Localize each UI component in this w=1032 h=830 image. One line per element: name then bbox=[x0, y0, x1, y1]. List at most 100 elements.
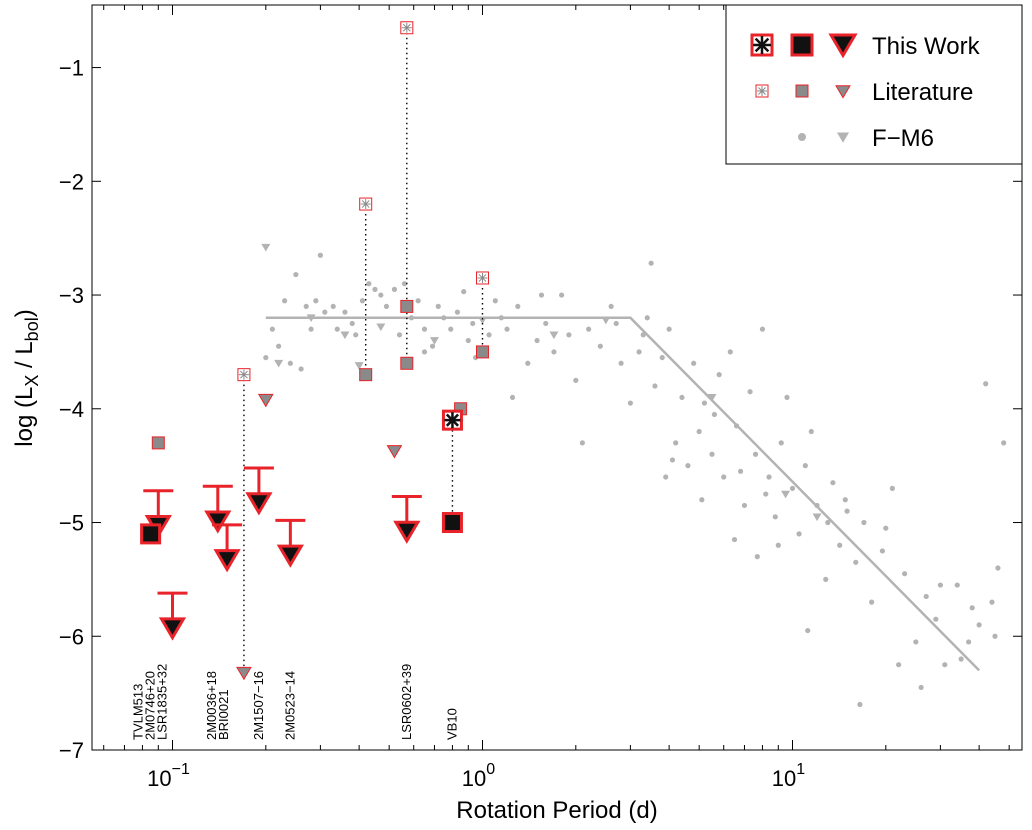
y-axis-title: log (LX / Lbol) bbox=[11, 309, 42, 446]
fm6-point bbox=[618, 360, 624, 366]
fm6-point bbox=[857, 701, 863, 708]
legend-this-asterisk bbox=[753, 36, 771, 54]
fm6-point bbox=[378, 292, 384, 298]
fm6-upper-limit bbox=[781, 490, 791, 499]
fm6-point bbox=[837, 542, 843, 548]
literature-asterisk-stroke bbox=[402, 23, 411, 32]
fm6-point bbox=[673, 440, 679, 446]
legend-label: Literature bbox=[872, 79, 973, 106]
fm6-upper-limit bbox=[274, 359, 284, 368]
literature-square bbox=[359, 368, 373, 382]
fm6-point bbox=[448, 326, 454, 332]
fm6-point bbox=[830, 480, 836, 486]
fit-line-layer bbox=[265, 316, 981, 672]
fm6-point bbox=[276, 343, 282, 349]
fm6-point bbox=[752, 451, 759, 457]
fm6-point bbox=[461, 289, 467, 295]
fm6-point bbox=[644, 315, 650, 321]
fm6-point bbox=[470, 320, 476, 327]
fm6-point bbox=[747, 389, 753, 395]
object-label: BRI0021 bbox=[216, 689, 231, 740]
fm6-point bbox=[937, 582, 943, 588]
y-tick-label: −3 bbox=[59, 283, 84, 308]
fm6-point bbox=[636, 349, 642, 355]
fm6-point bbox=[349, 320, 355, 327]
legend-lit-square bbox=[795, 84, 809, 98]
legend-label: F−M6 bbox=[872, 125, 934, 152]
fm6-point bbox=[313, 298, 319, 304]
fm6-point bbox=[766, 474, 772, 480]
fm6-point bbox=[429, 343, 436, 349]
fm6-point bbox=[515, 303, 521, 310]
legend-this-asterisk-stroke bbox=[754, 37, 770, 53]
fm6-point bbox=[913, 639, 919, 645]
this-work-triangle bbox=[213, 549, 241, 573]
fm6-upper-limit bbox=[261, 243, 271, 252]
fm6-point bbox=[551, 349, 557, 355]
fm6-point bbox=[391, 286, 398, 292]
this-work-upper-limit bbox=[212, 523, 243, 573]
legend-this-square bbox=[790, 33, 814, 57]
fm6-point bbox=[958, 656, 964, 662]
fm6-point bbox=[731, 536, 738, 543]
fm6-point bbox=[454, 309, 461, 315]
legend-label: This Work bbox=[872, 33, 981, 60]
this-work-triangle bbox=[245, 492, 273, 516]
connector-layer bbox=[243, 27, 484, 671]
fm6-point bbox=[486, 332, 492, 338]
legend-box bbox=[725, 4, 1023, 165]
fm6-point bbox=[889, 485, 895, 491]
fm6-point bbox=[421, 326, 428, 332]
fm6-point bbox=[293, 271, 299, 278]
object-label: VB10 bbox=[444, 708, 459, 740]
fm6-point bbox=[784, 394, 790, 401]
fm6-point bbox=[652, 383, 658, 389]
fm6-point bbox=[796, 531, 802, 537]
fm6-point bbox=[648, 260, 654, 266]
fm6-point bbox=[509, 394, 516, 401]
object-label: TVLM513 bbox=[131, 684, 146, 740]
fm6-upper-limit bbox=[812, 513, 822, 522]
literature-upper-limit bbox=[257, 393, 274, 408]
fm6-point bbox=[741, 502, 748, 509]
fm6-point bbox=[869, 599, 875, 605]
fm6-point bbox=[808, 428, 814, 435]
fm6-point bbox=[353, 332, 359, 338]
fm6-point bbox=[802, 463, 808, 469]
fm6-point bbox=[627, 400, 633, 406]
fm6-point bbox=[685, 463, 691, 469]
fm6-point bbox=[721, 474, 727, 480]
fm6-point bbox=[269, 326, 275, 332]
this-work-triangle bbox=[393, 520, 421, 544]
legend-lit-asterisk bbox=[757, 86, 767, 96]
literature-asterisk-stroke bbox=[361, 200, 370, 208]
fm6-point bbox=[995, 565, 1001, 571]
legend-this-triangle bbox=[828, 33, 858, 59]
object-label: 2M0746+20 bbox=[143, 671, 158, 740]
fm6-point bbox=[659, 354, 665, 361]
fm6-point bbox=[287, 360, 293, 366]
object-label: LSR1835+32 bbox=[155, 664, 170, 740]
fm6-point bbox=[317, 252, 323, 258]
literature-asterisk bbox=[477, 272, 488, 283]
legend-fm6-triangle bbox=[837, 132, 849, 143]
fm6-point bbox=[727, 349, 733, 355]
x-tick-label: 101 bbox=[772, 761, 805, 791]
fm6-point bbox=[825, 519, 831, 526]
y-tick-label: −5 bbox=[59, 511, 84, 536]
fm6-point bbox=[543, 320, 549, 327]
fm6-point bbox=[861, 519, 867, 526]
fm6-point bbox=[933, 616, 939, 622]
fm6-point bbox=[401, 281, 408, 287]
fm6-point bbox=[679, 394, 685, 401]
y-tick-label: −7 bbox=[59, 738, 84, 763]
fm6-point bbox=[709, 451, 715, 457]
legend-lit-triangle bbox=[835, 85, 851, 99]
fm6-point bbox=[586, 326, 592, 332]
object-label: 2M1507−16 bbox=[251, 671, 266, 740]
fm6-point bbox=[303, 303, 309, 310]
fm6-point bbox=[992, 633, 998, 639]
fm6-point bbox=[465, 337, 471, 344]
literature-upper-limit bbox=[386, 445, 403, 459]
this-work-upper-limit bbox=[243, 466, 274, 516]
